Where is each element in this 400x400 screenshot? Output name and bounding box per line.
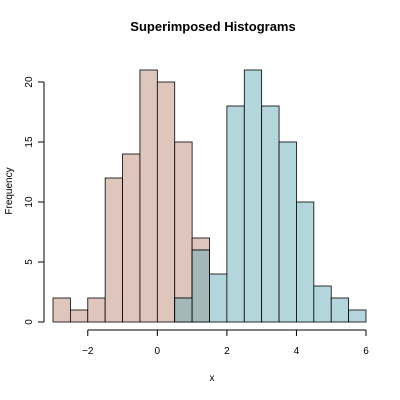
series-2-bar xyxy=(278,141,297,323)
y-tick-label: 10 xyxy=(24,196,35,208)
y-tick-label: 20 xyxy=(24,76,35,88)
series-2-bar xyxy=(261,105,280,323)
series-2-bar xyxy=(243,69,263,323)
bars-layer xyxy=(52,69,367,323)
x-tick-label: −2 xyxy=(82,346,94,357)
y-tick-label: 0 xyxy=(24,319,35,325)
y-axis: 0 5 10 15 20 xyxy=(24,76,45,325)
y-axis-title: Frequency xyxy=(4,167,15,214)
series-2-bar xyxy=(330,297,350,323)
series-2-bar xyxy=(348,309,367,323)
series-1-bar xyxy=(174,141,193,323)
x-tick-label: 0 xyxy=(155,346,161,357)
chart-title: Superimposed Histograms xyxy=(130,19,295,34)
series-1-bar xyxy=(87,297,106,323)
series-2-bar xyxy=(209,273,228,323)
x-tick-label: 2 xyxy=(224,346,230,357)
y-tick-label: 15 xyxy=(24,136,35,148)
overlap-bar xyxy=(191,249,210,323)
series-1-bar xyxy=(156,81,176,323)
x-tick-label: 4 xyxy=(294,346,300,357)
series-1-bar xyxy=(139,69,158,323)
series-2-bar xyxy=(226,105,245,323)
series-1-bar xyxy=(104,177,123,323)
overlap-bar xyxy=(174,297,193,323)
y-tick-label: 5 xyxy=(24,259,35,265)
series-2-bar xyxy=(313,285,332,323)
x-tick-label: 6 xyxy=(363,346,369,357)
x-axis: −2 0 2 4 6 xyxy=(82,329,369,357)
series-1-bar xyxy=(52,297,71,323)
series-1-bar xyxy=(122,153,141,323)
x-axis-title: x xyxy=(210,373,215,384)
series-2-bar xyxy=(296,201,315,323)
series-1-bar xyxy=(69,309,89,323)
